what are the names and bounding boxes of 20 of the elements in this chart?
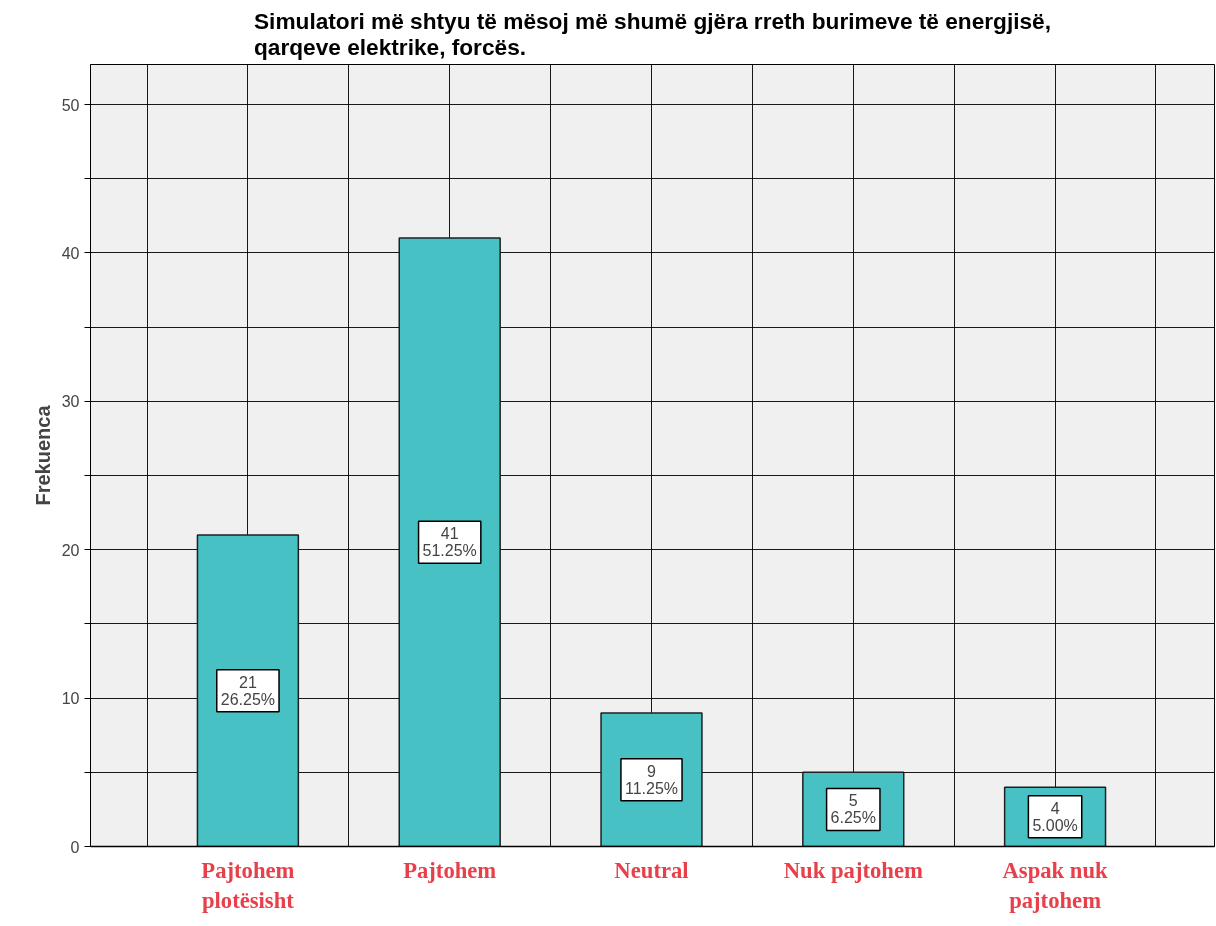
bar (398, 237, 501, 847)
y-tick-label: 10 (61, 690, 80, 708)
y-tick-label: 20 (61, 541, 80, 559)
y-tick-label: 0 (70, 838, 80, 856)
bar (196, 534, 300, 847)
data-label: 41 51.25% (422, 525, 477, 560)
data-label: 5 6.25% (830, 792, 876, 827)
x-tick-label: Neutral (614, 857, 689, 883)
x-tick-label: Aspak nuk pajtohem (1002, 857, 1109, 913)
y-axis-title: Frekuenca (31, 404, 54, 506)
data-label: 4 5.00% (1032, 799, 1078, 834)
data-label: 9 11.25% (624, 762, 679, 797)
x-tick-label: Pajtohem plotësisht (201, 857, 295, 913)
chart-title: Simulatori më shtyu të mësoj më shumë gjëra rreth burimeve të energjisë, qarqeve elektrike, forcës. (253, 7, 1052, 60)
x-tick-label: Pajtohem (403, 857, 497, 883)
y-tick-label: 30 (61, 393, 80, 411)
y-tick-label: 40 (61, 244, 80, 262)
x-tick-label: Nuk pajtohem (783, 857, 923, 883)
y-tick-label: 50 (61, 96, 80, 114)
data-label: 21 26.25% (220, 673, 276, 708)
